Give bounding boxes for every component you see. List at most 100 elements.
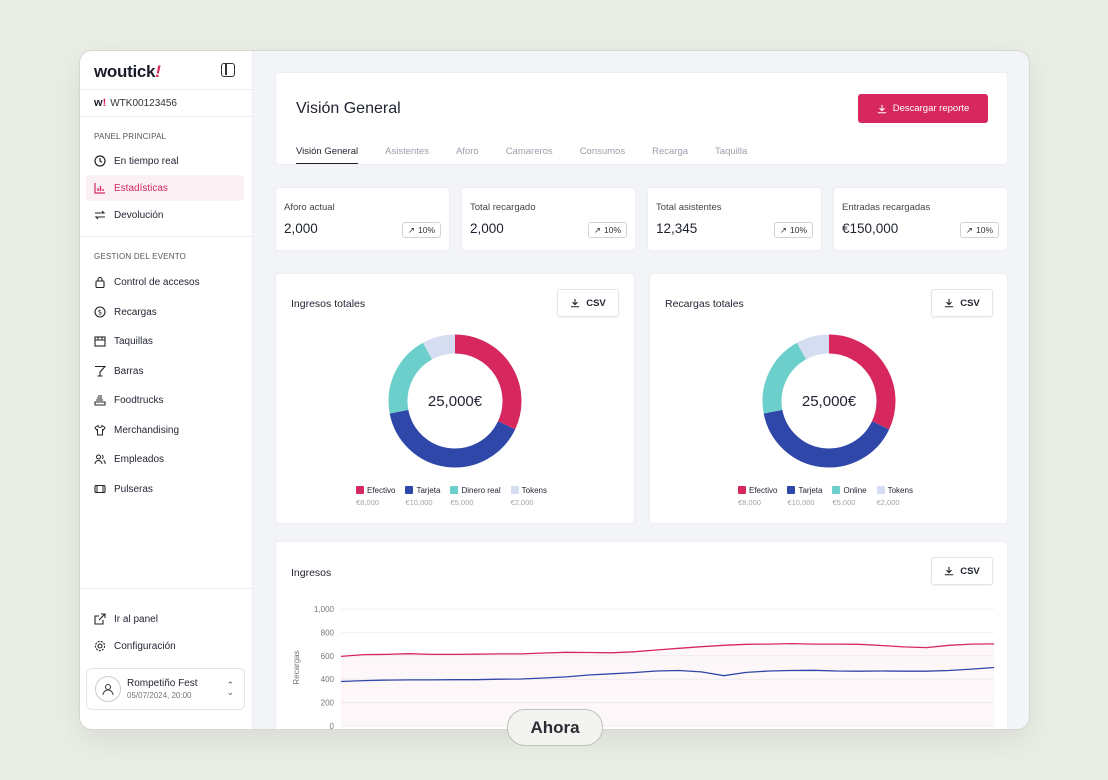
stat-label: Total recargado	[470, 202, 536, 213]
y-tick-label: 800	[321, 628, 335, 637]
legend-item: Efectivo €8,000	[738, 486, 777, 507]
sidebar-item-label: Pulseras	[114, 483, 153, 495]
download-icon	[571, 298, 580, 308]
divider	[80, 236, 253, 237]
org-code: w! WTK00123456	[94, 97, 177, 109]
sidebar-item-label: Taquillas	[114, 335, 153, 347]
sidebar-item-ticket-offices[interactable]: Taquillas	[86, 328, 244, 354]
legend-item: Tarjeta €10,000	[405, 486, 440, 507]
section-label-main: PANEL PRINCIPAL	[94, 132, 167, 141]
donut-chart	[762, 334, 896, 468]
donut-slice-tokens	[422, 334, 456, 360]
divider	[80, 116, 253, 117]
sidebar-item-go-panel[interactable]: Ir al panel	[86, 606, 244, 632]
income-total-panel: Ingresos totales CSV 25,000€ Efectivo €8,…	[275, 273, 635, 524]
chevron-updown-icon[interactable]: ⌃ ⌄	[226, 680, 234, 697]
csv-download-button[interactable]: CSV	[931, 289, 993, 317]
stat-card: Aforo actual 2,000 ↗ 10%	[275, 187, 450, 251]
legend-item: Tokens €2,000	[510, 486, 547, 507]
truck-icon	[94, 394, 106, 406]
trend-badge: ↗ 10%	[587, 222, 627, 238]
now-badge[interactable]: Ahora	[507, 709, 603, 746]
legend-label: Tarjeta	[798, 486, 823, 495]
series-area	[341, 643, 994, 726]
stat-value: 2,000	[470, 221, 504, 236]
event-name: Rompetiño Fest	[127, 678, 198, 689]
sidebar-item-label: En tiempo real	[114, 155, 179, 167]
store-icon	[94, 335, 106, 347]
logo[interactable]: woutick!	[94, 62, 161, 81]
divider	[80, 89, 253, 90]
app-window: woutick! w! WTK00123456 PANEL PRINCIPAL …	[80, 51, 1029, 729]
tab-overview[interactable]: Visión General	[296, 146, 359, 164]
arrow-up-right-icon: ↗	[779, 224, 787, 235]
tab-attendees[interactable]: Asistentes	[385, 146, 429, 157]
bar-chart-icon	[94, 182, 106, 194]
stat-value: 12,345	[656, 221, 698, 236]
legend-item: Online €5,000	[832, 486, 867, 507]
tab-ticket-office[interactable]: Taquilla	[715, 146, 748, 157]
sidebar-item-settings[interactable]: Configuración	[86, 633, 244, 659]
sidebar-item-employees[interactable]: Empleados	[86, 446, 244, 472]
download-report-button[interactable]: Descargar reporte	[858, 94, 988, 123]
tab-waiters[interactable]: Camareros	[505, 146, 553, 157]
sidebar-toggle-icon[interactable]	[221, 63, 235, 77]
y-tick-label: 200	[321, 699, 335, 708]
lock-icon	[94, 276, 106, 288]
csv-label: CSV	[960, 565, 980, 577]
tab-capacity[interactable]: Aforo	[455, 146, 479, 157]
legend-value: €5,000	[450, 498, 474, 507]
shirt-icon	[94, 424, 106, 436]
tab-recharge[interactable]: Recarga	[652, 146, 689, 157]
sidebar-item-refund[interactable]: Devolución	[86, 202, 244, 228]
sidebar-item-realtime[interactable]: En tiempo real	[86, 148, 244, 174]
donut-slice-tokens	[796, 334, 830, 360]
sidebar-item-label: Barras	[114, 365, 144, 377]
download-report-label: Descargar reporte	[892, 103, 970, 114]
legend-value: €8,000	[738, 498, 761, 507]
trend-value: 10%	[975, 225, 993, 235]
legend-value: €10,000	[787, 498, 815, 507]
sidebar-item-recharges[interactable]: $ Recargas	[86, 299, 244, 325]
csv-download-button[interactable]: CSV	[931, 557, 993, 585]
gear-icon	[94, 640, 106, 652]
sidebar-item-bars[interactable]: Barras	[86, 358, 244, 384]
panel-title: Ingresos totales	[291, 298, 366, 310]
sidebar-item-stats[interactable]: Estadísticas	[86, 175, 244, 201]
donut-total: 25,000€	[801, 393, 857, 410]
swap-icon	[94, 209, 106, 221]
csv-label: CSV	[960, 297, 980, 309]
legend-label: Tokens	[521, 486, 547, 495]
legend-value: €5,000	[832, 498, 856, 507]
tab-consumption[interactable]: Consumos	[579, 146, 626, 157]
stat-value: 2,000	[284, 221, 318, 236]
org-code-text: WTK00123456	[110, 97, 177, 109]
legend-label: Tarjeta	[416, 486, 441, 495]
legend-value: €10,000	[405, 498, 433, 507]
csv-download-button[interactable]: CSV	[557, 289, 619, 317]
trend-value: 10%	[417, 225, 435, 235]
event-selector[interactable]: Rompetiño Fest 05/07/2024, 20:00 ⌃ ⌄	[86, 668, 245, 710]
sidebar-item-label: Foodtrucks	[114, 394, 164, 406]
stat-label: Aforo actual	[284, 202, 335, 213]
y-axis-label: Recargas	[292, 650, 301, 684]
sidebar-item-wristbands[interactable]: Pulseras	[86, 476, 244, 502]
sidebar-item-merch[interactable]: Merchandising	[86, 417, 244, 443]
stat-card: Entradas recargadas €150,000 ↗ 10%	[833, 187, 1008, 251]
sidebar-item-access[interactable]: Control de accesos	[86, 269, 244, 295]
trend-value: 10%	[603, 225, 621, 235]
sidebar-item-label: Recargas	[114, 306, 157, 318]
users-icon	[94, 453, 106, 465]
income-line-panel: Ingresos CSV 0 200 400 600 800 1,000 Recargas	[275, 541, 1008, 729]
line-chart: 0 200 400 600 800 1,000 Recargas	[292, 605, 995, 729]
donut-slice-online	[762, 342, 807, 414]
legend-item: Tokens €2,000	[876, 486, 913, 507]
stat-card: Total recargado 2,000 ↗ 10%	[461, 187, 636, 251]
legend-value: €8,000	[356, 498, 379, 507]
recharges-total-panel: Recargas totales CSV 25,000€ Efectivo €8,…	[649, 273, 1008, 524]
page-title: Visión General	[296, 100, 401, 117]
sidebar-item-label: Control de accesos	[114, 276, 200, 288]
sidebar-item-foodtrucks[interactable]: Foodtrucks	[86, 387, 244, 413]
chart-legend: Efectivo €8,000 Tarjeta €10,000 Online €5,0…	[738, 486, 913, 507]
y-tick-label: 1,000	[314, 605, 335, 614]
